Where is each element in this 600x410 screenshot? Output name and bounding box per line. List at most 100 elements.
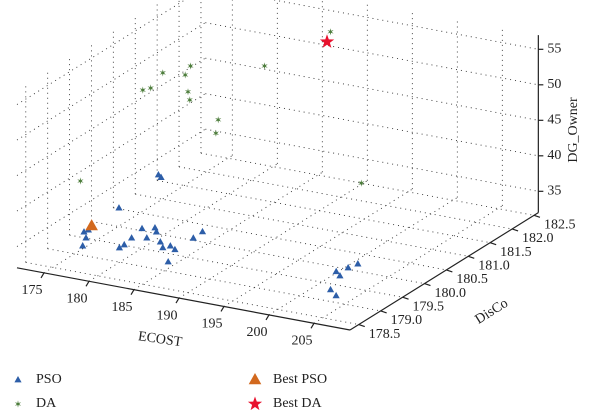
data-point [212,129,219,137]
grid-line [178,166,513,230]
x-axis-label: ECOST [137,329,183,350]
data-point [139,86,146,94]
data-point [156,238,164,245]
data-point [261,62,268,70]
data-point [128,234,136,241]
legend-label: PSO [36,372,62,387]
grid-line [268,197,458,316]
data-point [332,291,340,299]
grid-line [157,180,491,244]
x-tick [220,306,225,312]
x-tick-label: 180 [67,291,88,306]
x-tick-label: 195 [202,317,223,332]
data-point [85,219,98,231]
data-point [184,88,192,96]
legend-label: Best PSO [273,372,327,387]
grid-line [16,0,186,105]
x-tick [130,289,135,295]
z-tick-label: 45 [547,113,561,128]
data-point [79,242,87,249]
y-tick-label: 178.5 [369,327,401,342]
data-point [344,263,352,271]
data-point [171,245,179,253]
grid-line [200,152,535,216]
grid-line [271,0,539,50]
data-point [147,84,154,92]
y-tick [358,323,365,328]
grid-line [16,128,206,247]
y-tick-label: 182.0 [522,231,554,246]
y-tick [424,283,431,287]
data-point [138,224,146,232]
y-tick [468,255,475,259]
data-point [157,173,165,181]
grid-line [113,207,447,271]
data-point [143,234,151,241]
y-axis-label: DisCo [473,296,511,328]
y-tick-label: 181.5 [500,245,532,260]
grid-line [16,57,206,176]
y-tick [446,269,453,273]
x-tick-label: 205 [292,333,313,348]
grid-line [16,93,206,212]
data-point [354,260,362,267]
grid-line [205,128,539,192]
data-point [186,96,193,104]
data-point [358,179,365,187]
data-point [326,285,335,293]
data-point [187,62,194,70]
x-tick-label: 190 [157,308,178,323]
x-tick-label: 175 [22,283,43,298]
x-tick [85,280,90,287]
data-point [164,258,172,265]
data-point [115,243,124,251]
legend-marker [14,376,22,383]
z-tick-label: 40 [547,148,561,163]
x-tick [40,272,45,279]
grid-line [43,155,233,274]
data-point [159,69,166,77]
y-tick-label: 180.0 [434,286,466,301]
data-point [82,234,90,241]
y-tick-label: 180.5 [456,272,488,287]
data-point [115,204,123,211]
grid-line [205,93,539,157]
z-tick-label: 50 [547,77,561,92]
data-point [151,223,159,231]
y-tick [533,214,541,218]
data-point [77,177,84,185]
legend-label: DA [36,396,57,410]
data-point [336,271,344,279]
data-point [319,34,335,48]
grid-line [205,22,539,86]
grid-line [223,188,413,307]
data-point [189,234,197,241]
grid-line [178,180,368,299]
data-point [152,228,161,235]
y-tick [380,310,387,314]
x-axis [16,267,351,331]
legend-label: Best DA [273,396,323,410]
z-tick-label: 55 [547,42,561,57]
data-point [120,240,128,248]
legend-marker [248,373,262,385]
data-point [215,116,222,124]
y-axis [349,212,539,331]
data-point [327,28,334,36]
z-axis-label: DG_Owner [566,97,581,163]
grid-line [135,193,469,257]
data-point [198,227,207,235]
grid-line [16,22,206,141]
y-tick-label: 181.0 [478,259,510,274]
legend-marker [247,396,263,410]
data-point [166,242,174,249]
data-point [182,71,189,79]
data-point [332,267,340,275]
data-point [80,228,88,235]
y-tick-label: 179.5 [413,299,445,314]
z-tick-label: 35 [547,184,561,199]
x-tick [175,297,180,304]
y-tick-label: 182.5 [544,218,576,233]
grid-line [133,171,323,291]
